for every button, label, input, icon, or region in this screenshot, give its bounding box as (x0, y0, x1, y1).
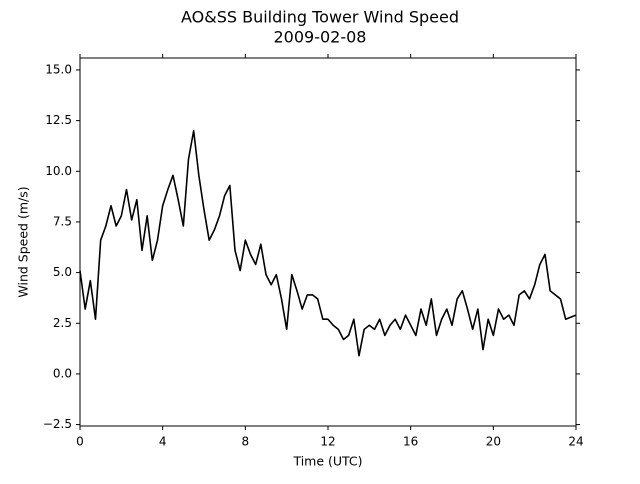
x-tick-label: 12 (320, 435, 335, 449)
y-tick-label: 15.0 (45, 62, 72, 76)
x-tick-label: 8 (242, 435, 250, 449)
x-tick-label: 0 (76, 435, 84, 449)
plot-frame (79, 57, 577, 427)
x-tick-label: 20 (486, 435, 501, 449)
x-axis-label: Time (UTC) (292, 454, 362, 469)
y-axis-label: Wind Speed (m/s) (16, 186, 31, 297)
x-tick-label: 24 (568, 435, 583, 449)
y-tick-label: 0.0 (53, 366, 72, 380)
chart-subtitle: 2009-02-08 (274, 28, 367, 47)
data-line (79, 129, 577, 357)
y-tick-label: 7.5 (53, 214, 72, 228)
y-tick-label: 5.0 (53, 265, 72, 279)
y-tick-label: 10.0 (45, 164, 72, 178)
x-tick-label: 16 (403, 435, 418, 449)
y-tick-label: 2.5 (53, 316, 72, 330)
y-tick-label: −2.5 (43, 417, 72, 431)
y-tick-label: 12.5 (45, 113, 72, 127)
chart-title: AO&SS Building Tower Wind Speed (181, 8, 459, 27)
x-tick-label: 4 (159, 435, 167, 449)
